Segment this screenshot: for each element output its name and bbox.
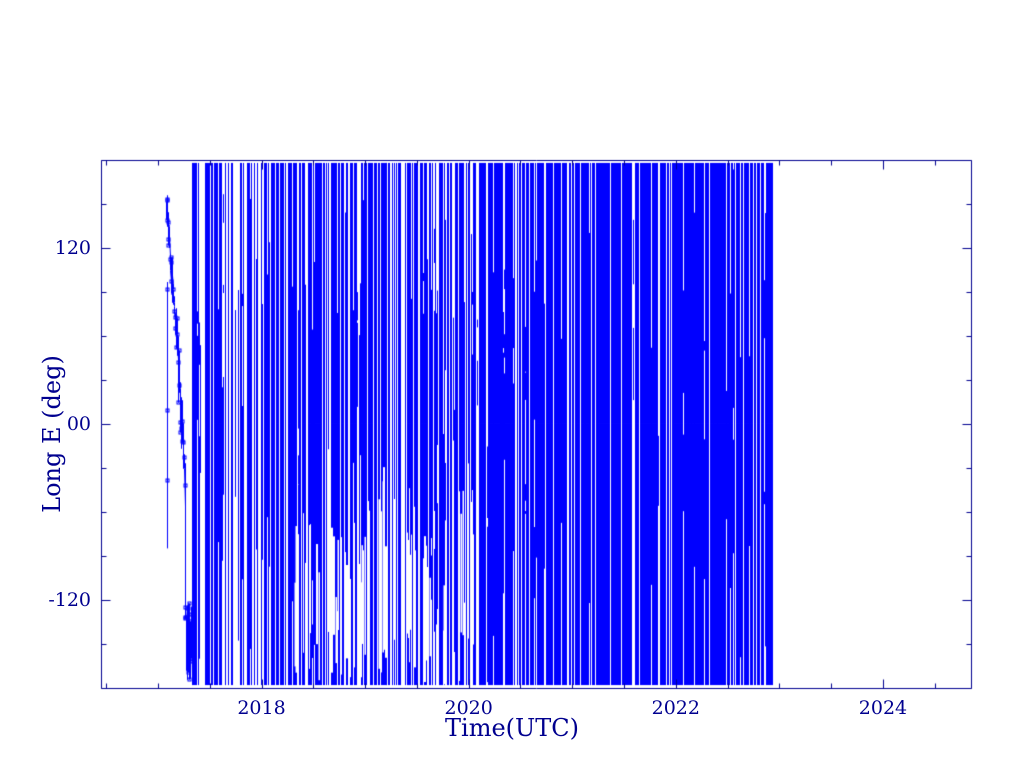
x-axis-title: Time(UTC) [445,714,579,742]
y-tick-label: 00 [66,413,91,435]
y-tick-label: 120 [54,237,91,259]
x-tick-label: 2020 [444,697,493,719]
y-tick-label: -120 [48,589,91,611]
x-tick-label: 2022 [651,697,700,719]
x-tick-label: 2024 [858,697,908,719]
x-tick-label: 2018 [237,697,286,719]
